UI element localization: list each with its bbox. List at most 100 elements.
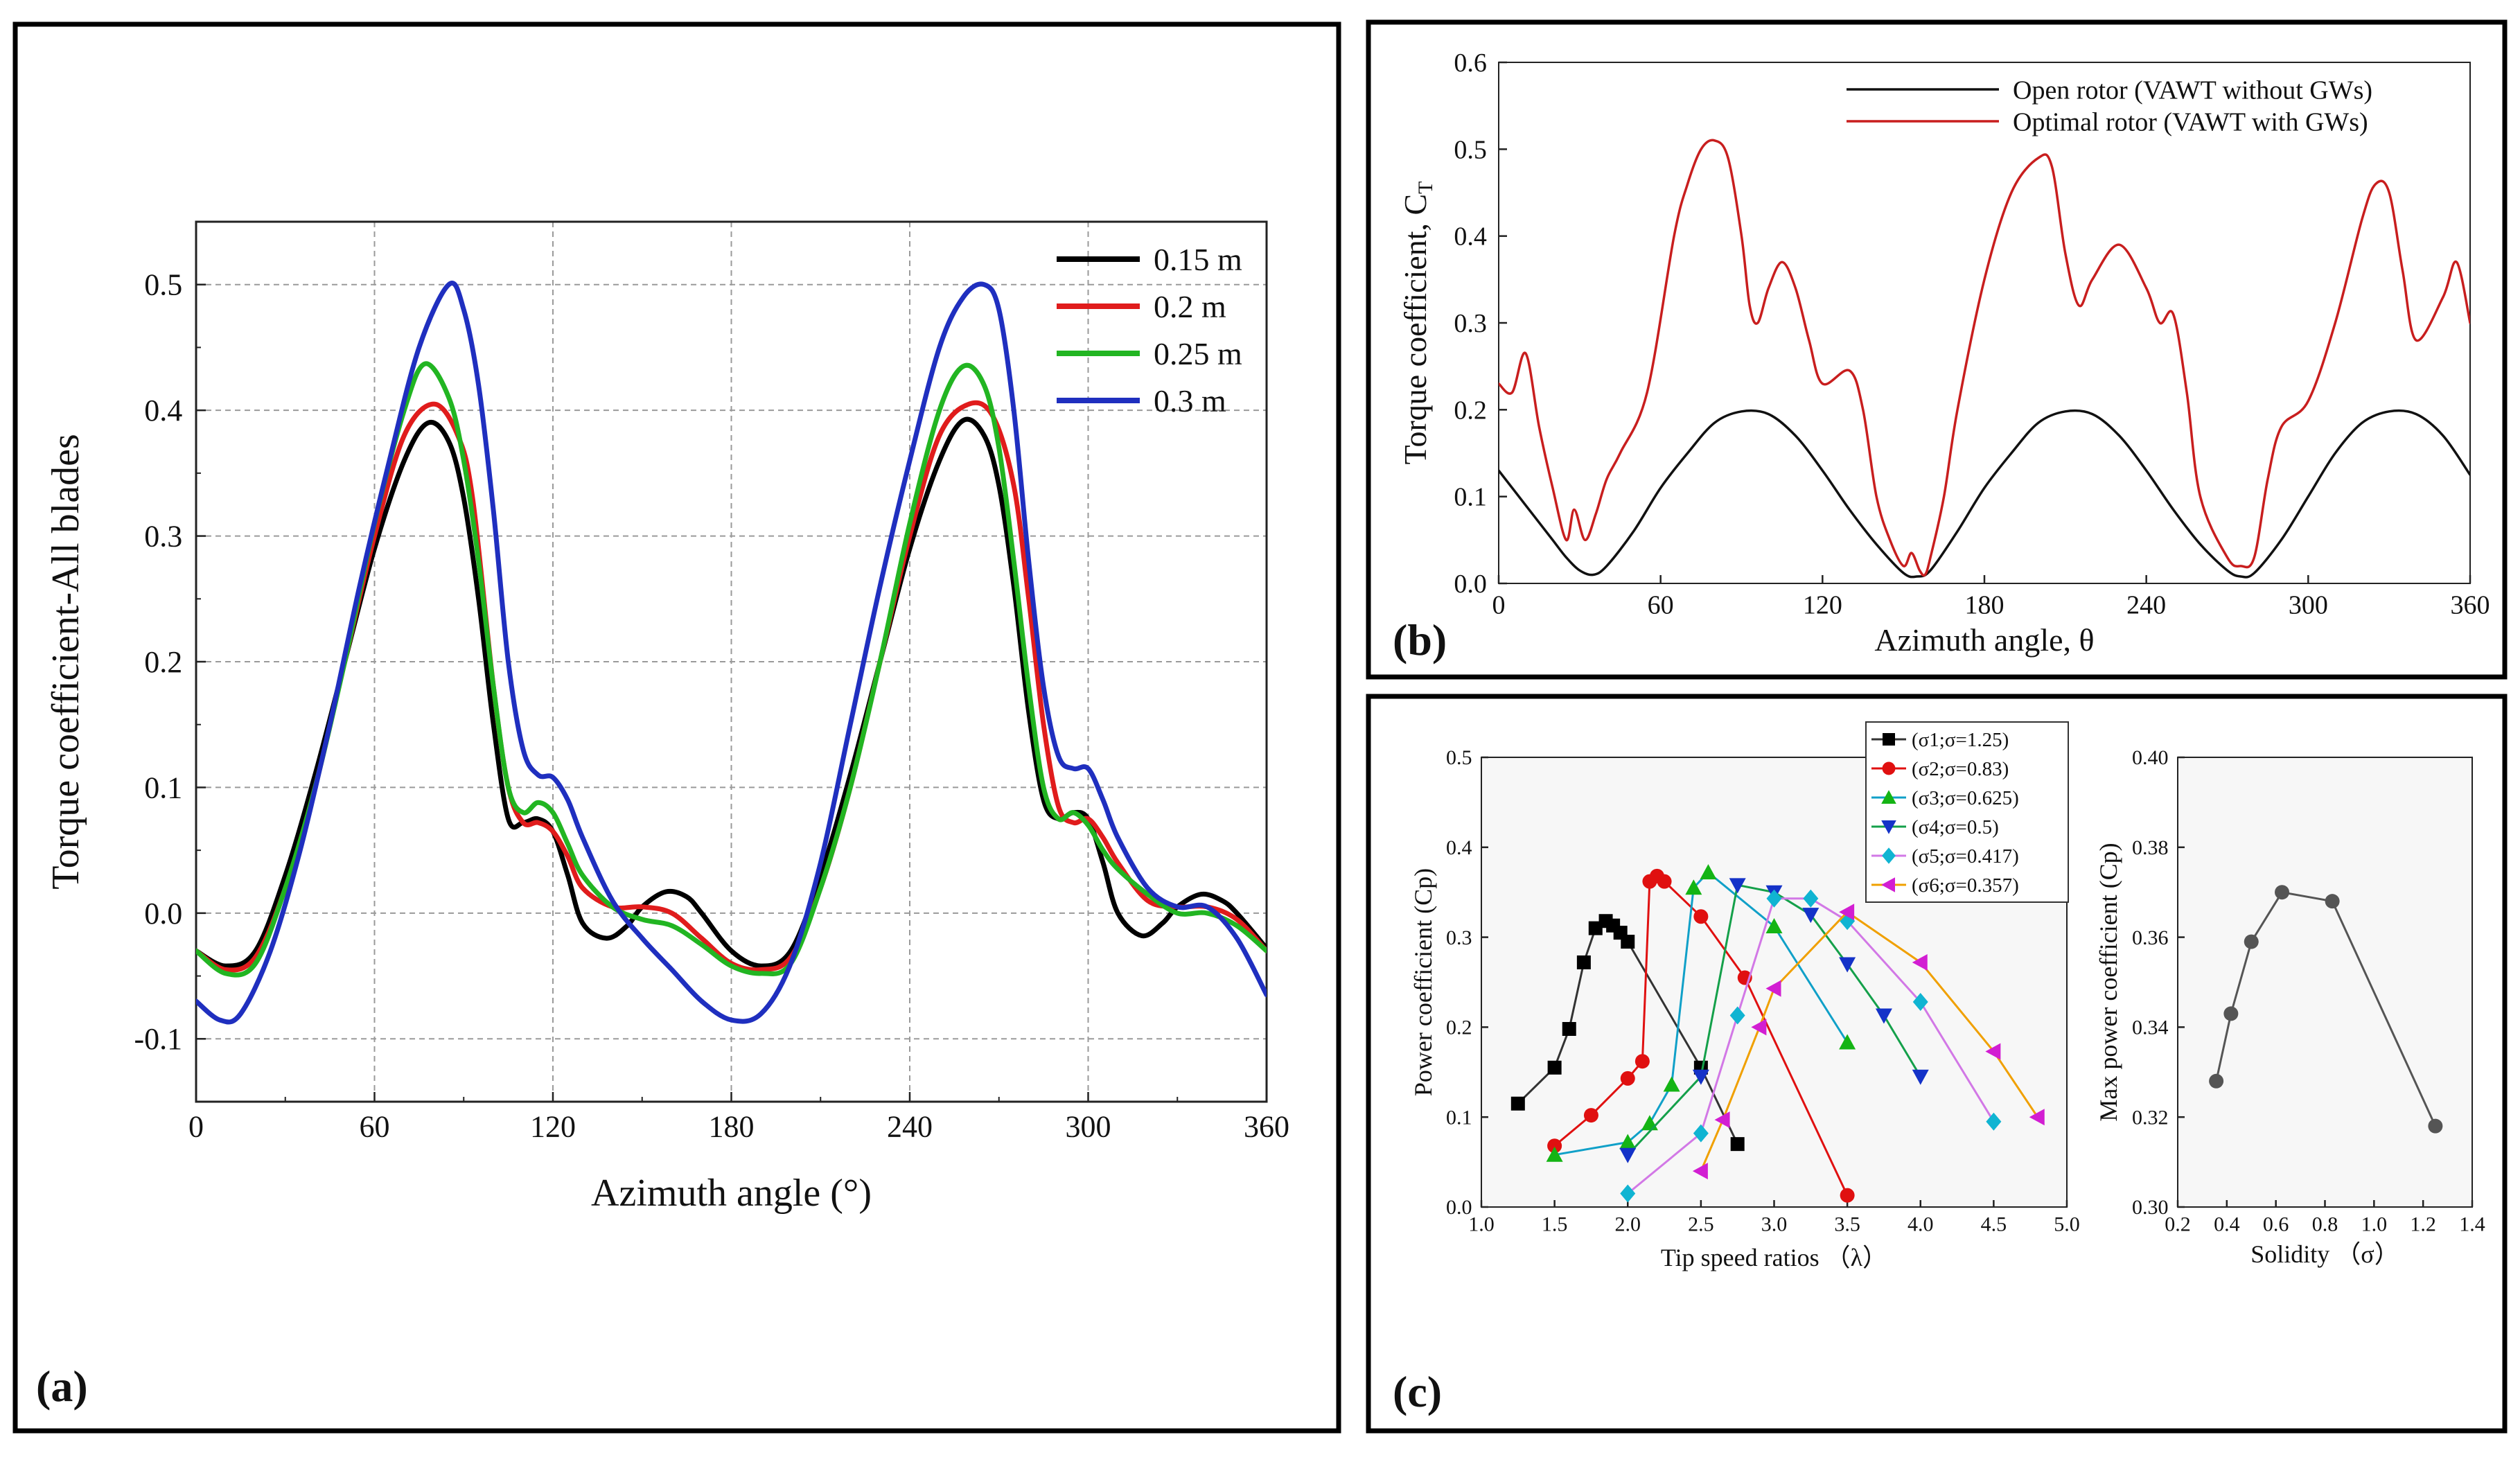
panel-c-label: (c) <box>1393 1367 1442 1416</box>
x-tick-label: 120 <box>1803 591 1842 620</box>
series-5-point <box>1766 889 1782 908</box>
series-4-point <box>1802 908 1819 924</box>
legend-label-3: 0.25 m <box>1154 336 1242 371</box>
x-axis-title: Azimuth angle, θ <box>1874 622 2094 658</box>
series-line-3 <box>1553 871 1849 1156</box>
x-tick-label: 5.0 <box>2054 1213 2080 1236</box>
series-6-point <box>1692 1163 1708 1180</box>
y-tick-label: 0.4 <box>1454 222 1487 252</box>
legend-label-4: 0.3 m <box>1154 383 1226 419</box>
series-line-1 <box>2215 891 2437 1127</box>
legend-label-1: 0.15 m <box>1154 242 1242 277</box>
series-6-point <box>1839 904 1855 921</box>
series-2-point <box>1620 1071 1635 1086</box>
series-3-point <box>1765 918 1783 934</box>
x-axis-title: Solidity （σ） <box>2250 1240 2399 1268</box>
x-tick-label: 360 <box>1244 1110 1289 1144</box>
legend-marker-4 <box>1881 820 1896 834</box>
x-tick-label: 60 <box>1648 591 1674 620</box>
series-4-point <box>1839 957 1856 973</box>
plot-area <box>2178 757 2472 1207</box>
series-5-point <box>1986 1112 2002 1131</box>
y-tick-label: -0.1 <box>134 1022 183 1056</box>
series-6-point <box>1985 1043 2001 1060</box>
x-tick-label: 4.5 <box>1981 1213 2007 1236</box>
legend-label-4: (σ4;σ=0.5) <box>1912 816 1999 838</box>
x-tick-label: 120 <box>530 1110 576 1144</box>
x-axis-title: Tip speed ratios （λ） <box>1661 1244 1887 1271</box>
series-1-point <box>2325 894 2340 909</box>
series-6-point <box>1751 1019 1767 1036</box>
series-line-4 <box>196 281 1267 1025</box>
x-tick-label: 240 <box>887 1110 933 1144</box>
y-tick-label: 0.30 <box>2132 1196 2169 1219</box>
legend-label-1: (σ1;σ=1.25) <box>1912 729 2009 751</box>
x-tick-label: 1.0 <box>2361 1213 2388 1236</box>
series-group <box>1510 864 2045 1203</box>
chart-a-torque-all-blades: 0 60 120 180 240 300 360 -0.1 0.0 0.1 0.2 0.3 0.4 0.5… <box>44 220 1289 1215</box>
series-5-point <box>1912 993 1928 1012</box>
series-4-point <box>1692 1069 1709 1085</box>
series-group <box>196 281 1267 1025</box>
x-tick-label: 240 <box>2126 591 2166 620</box>
y-tick-label: 0.4 <box>1446 836 1472 859</box>
y-tick-label: 0.2 <box>144 645 182 679</box>
series-line-4 <box>1626 883 1922 1156</box>
series-1-point <box>1621 935 1635 949</box>
series-3-point <box>1700 864 1717 880</box>
y-axis-title: Torque coefficient-All blades <box>44 434 87 889</box>
y-axis-title: Torque coefficient, CT <box>1398 182 1437 465</box>
y-tick-label: 0.32 <box>2132 1106 2169 1129</box>
x-tick-label: 300 <box>2289 591 2328 620</box>
panel-b-frame <box>1366 19 2508 680</box>
y-tick-label: 0.3 <box>1454 309 1487 338</box>
series-3-point <box>1839 1034 1856 1050</box>
legend-label-2: Optimal rotor (VAWT with GWs) <box>2013 107 2368 136</box>
series-line-1 <box>1499 409 2470 579</box>
y-axis-title: Max power coefficient (Cp) <box>2095 843 2122 1121</box>
series-1-point <box>2244 934 2259 949</box>
y-tick-label: 0.6 <box>1454 49 1487 78</box>
x-tick-label: 0.4 <box>2214 1213 2240 1236</box>
series-1-point <box>1730 1137 1745 1152</box>
chart-c-max-cp-vs-solidity: 0.2 0.4 0.6 0.8 1.0 1.2 1.4 0.30 0.32 0.34 0.36 0.3… <box>2095 746 2485 1268</box>
x-tick-label: 2.0 <box>1615 1213 1641 1236</box>
y-tick-label: 0.5 <box>144 268 182 302</box>
panel-a-label: (a) <box>36 1362 88 1411</box>
series-line-2 <box>1499 139 2470 577</box>
y-axis-title: Power coefficient (Cp) <box>1409 868 1437 1096</box>
y-tick-label: 0.0 <box>1454 570 1487 599</box>
series-4-point <box>1619 1147 1637 1163</box>
x-tick-label: 0.2 <box>2165 1213 2191 1236</box>
series-1-point <box>1510 1096 1525 1111</box>
series-line-1 <box>196 416 1267 969</box>
legend-label-2: (σ2;σ=0.83) <box>1912 758 2009 780</box>
series-3-point <box>1619 1134 1637 1150</box>
x-tick-label: 3.0 <box>1761 1213 1788 1236</box>
y-tick-label: 0.1 <box>1454 483 1487 512</box>
x-tick-label: 360 <box>2451 591 2490 620</box>
x-tick-label: 1.4 <box>2459 1213 2485 1236</box>
legend-marker-1 <box>1883 733 1895 746</box>
x-tick-label: 0.6 <box>2263 1213 2289 1236</box>
series-5-point <box>1803 889 1819 908</box>
y-axis-title-text: Torque coefficient, C <box>1398 194 1433 465</box>
panel-c-frame <box>1366 694 2508 1434</box>
series-line-6 <box>1700 910 2039 1172</box>
y-tick-label: 0.3 <box>144 520 182 554</box>
series-2-point <box>1840 1188 1855 1203</box>
x-tick-label: 0.8 <box>2312 1213 2338 1236</box>
series-group <box>2209 885 2443 1134</box>
y-tick-label: 0.5 <box>1446 746 1472 769</box>
series-2-point <box>1693 909 1709 924</box>
y-tick-label: 0.3 <box>1446 926 1472 949</box>
series-1-point <box>1562 1021 1576 1036</box>
legend-marker-5 <box>1882 847 1896 864</box>
x-tick-label: 4.0 <box>1907 1213 1934 1236</box>
y-axis-title-subscript: T <box>1414 182 1437 194</box>
chart-c-power-vs-tsr: 1.0 1.5 2.0 2.5 3.0 3.5 4.0 4.5 5.0 0.0 0.1 0.2 0.3 0… <box>1409 721 2080 1271</box>
panel-a-frame <box>12 21 1341 1434</box>
series-4-point <box>1875 1008 1892 1024</box>
x-tick-label: 180 <box>709 1110 755 1144</box>
